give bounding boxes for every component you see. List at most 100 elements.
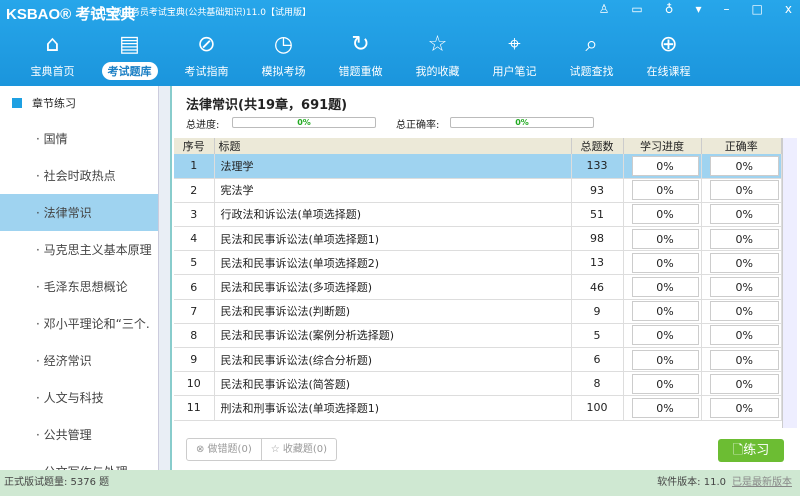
row-seq: 6	[174, 274, 215, 300]
row-seq: 7	[174, 299, 215, 324]
menu-icon[interactable]: ▾	[695, 2, 702, 16]
nav-label: 宝典首页	[30, 65, 75, 78]
software-version: 软件版本: 11.0	[657, 477, 726, 488]
sidebar-item-label: 马克思主义基本原理	[43, 243, 152, 257]
sidebar-group-chapter-practice[interactable]: 章节练习	[0, 86, 158, 120]
sidebar-item[interactable]: · 马克思主义基本原理	[0, 231, 158, 268]
nav-label: 考试指南	[184, 65, 229, 78]
nav-label: 我的收藏	[415, 65, 460, 78]
row-seq: 3	[174, 202, 215, 228]
logo: KSBAO® 考试宝典	[6, 6, 136, 23]
nav-icon: ☆	[427, 32, 448, 57]
col-accuracy: 正确率	[701, 138, 782, 154]
row-total: 51	[571, 202, 624, 228]
table-row[interactable]: 10 民法和民事诉讼法(简答题) 8 0% 0%	[174, 371, 782, 397]
bullet: ·	[36, 205, 44, 220]
row-accuracy: 0%	[709, 301, 779, 322]
row-total: 6	[571, 347, 624, 373]
chapter-table: 序号 标题 总题数 学习进度 正确率 1 法理学 133 0% 0% 2 宪法学 93 0% 0%…	[174, 138, 782, 421]
collapse-icon[interactable]	[12, 98, 22, 108]
maximize-icon[interactable]: □	[751, 2, 763, 16]
row-seq: 8	[174, 323, 215, 349]
nav-item-4[interactable]: ↻ 错题重做	[322, 30, 399, 80]
sidebar-item[interactable]: · 公文写作与处理	[0, 453, 158, 471]
sidebar-item[interactable]: · 法律常识	[0, 194, 158, 231]
row-accuracy: 0%	[709, 204, 779, 225]
sidebar-item[interactable]: · 公共管理	[0, 416, 158, 453]
col-progress: 学习进度	[623, 138, 702, 154]
sidebar-item-label: 经济常识	[43, 354, 92, 368]
sidebar-item-label: 社会时政热点	[43, 169, 116, 183]
row-seq: 11	[174, 395, 215, 421]
sidebar-item[interactable]: · 毛泽东思想概论	[0, 268, 158, 305]
sidebar-item-label: 公文写作与处理	[44, 463, 128, 470]
nav-item-2[interactable]: ⊘ 考试指南	[168, 30, 245, 80]
row-progress: 0%	[631, 301, 699, 322]
user-icon[interactable]: ♙	[598, 2, 610, 16]
row-title: 行政法和诉讼法(单项选择题)	[214, 202, 572, 228]
row-title: 民法和民事诉讼法(多项选择题)	[214, 274, 572, 300]
sidebar-item[interactable]: · 社会时政热点	[0, 157, 158, 194]
nav-item-3[interactable]: ◷ 模拟考场	[245, 30, 322, 80]
nav-item-7[interactable]: ⌕ 试题查找	[553, 30, 630, 80]
nav-item-6[interactable]: ⌖ 用户笔记	[476, 30, 553, 80]
close-icon[interactable]: x	[784, 2, 792, 16]
nav-icon: ↻	[351, 32, 370, 57]
bullet: ·	[36, 427, 44, 442]
sidebar: 章节练习 · 国情 · 社会时政热点 · 法律常识 · 马克思主义基本原理 · 毛泽东思…	[0, 86, 158, 470]
table-row[interactable]: 4 民法和民事诉讼法(单项选择题1) 98 0% 0%	[174, 226, 782, 252]
table-scrollbar[interactable]	[782, 138, 797, 428]
sidebar-item-label: 邓小平理论和“三个.	[43, 317, 150, 331]
sidebar-item[interactable]: · 国情	[0, 120, 158, 157]
sidebar-item[interactable]: · 邓小平理论和“三个.	[0, 305, 158, 342]
row-seq: 5	[174, 250, 215, 276]
minimize-icon[interactable]: –	[723, 2, 730, 16]
table-row[interactable]: 1 法理学 133 0% 0%	[174, 154, 782, 179]
table-row[interactable]: 6 民法和民事诉讼法(多项选择题) 46 0% 0%	[174, 274, 782, 300]
message-icon[interactable]: ▭	[631, 2, 643, 16]
row-total: 133	[571, 154, 624, 179]
table-row[interactable]: 8 民法和民事诉讼法(案例分析选择题) 5 0% 0%	[174, 323, 782, 349]
sidebar-scrollbar[interactable]	[158, 86, 170, 470]
bulb-icon[interactable]: ♁	[664, 2, 674, 16]
table-row[interactable]: 11 刑法和刑事诉讼法(单项选择题1) 100 0% 0%	[174, 395, 782, 421]
practice-button[interactable]: 🗋练习	[718, 439, 784, 462]
row-progress: 0%	[631, 325, 699, 346]
table-row[interactable]: 3 行政法和诉讼法(单项选择题) 51 0% 0%	[174, 202, 782, 228]
row-seq: 10	[174, 371, 215, 397]
row-seq: 1	[174, 154, 215, 179]
row-progress: 0%	[631, 180, 699, 201]
nav-label: 考试题库	[101, 62, 158, 80]
row-progress: 0%	[631, 228, 699, 249]
row-accuracy: 0%	[709, 397, 779, 418]
nav-item-8[interactable]: ⊕ 在线课程	[630, 30, 707, 80]
row-total: 46	[571, 274, 624, 300]
row-progress: 0%	[631, 373, 699, 394]
table-row[interactable]: 2 宪法学 93 0% 0%	[174, 178, 782, 203]
row-accuracy: 0%	[709, 228, 779, 249]
wrong-questions-button[interactable]: ⊗ 做错题(0)	[196, 444, 252, 455]
status-bar: 正式版试题量: 5376 题 软件版本: 11.0 已是最新版本	[0, 470, 800, 496]
favorites-button[interactable]: ☆ 收藏题(0)	[260, 439, 336, 460]
sidebar-item[interactable]: · 人文与科技	[0, 379, 158, 416]
nav-icon: ⊘	[197, 32, 216, 57]
row-title: 民法和民事诉讼法(综合分析题)	[214, 347, 572, 373]
row-seq: 2	[174, 178, 215, 203]
table-row[interactable]: 9 民法和民事诉讼法(综合分析题) 6 0% 0%	[174, 347, 782, 373]
nav-item-1[interactable]: ▤ 考试题库	[91, 30, 168, 80]
table-row[interactable]: 7 民法和民事诉讼法(判断题) 9 0% 0%	[174, 299, 782, 324]
row-total: 9	[571, 299, 624, 324]
row-accuracy: 0%	[709, 252, 779, 273]
nav-item-5[interactable]: ☆ 我的收藏	[399, 30, 476, 80]
sidebar-item[interactable]: · 经济常识	[0, 342, 158, 379]
nav-icon: ◷	[273, 32, 294, 57]
nav-label: 模拟考场	[261, 65, 306, 78]
row-title: 民法和民事诉讼法(单项选择题1)	[214, 226, 572, 252]
table-row[interactable]: 5 民法和民事诉讼法(单项选择题2) 13 0% 0%	[174, 250, 782, 276]
total-progress-bar: 0%	[232, 117, 376, 128]
col-total: 总题数	[571, 138, 624, 154]
nav-icon: ⊕	[659, 32, 678, 57]
update-link[interactable]: 已是最新版本	[732, 477, 792, 488]
nav-item-0[interactable]: ⌂ 宝典首页	[14, 30, 91, 80]
window-controls: ♙ ▭ ♁ ▾ – □ x	[599, 2, 792, 16]
